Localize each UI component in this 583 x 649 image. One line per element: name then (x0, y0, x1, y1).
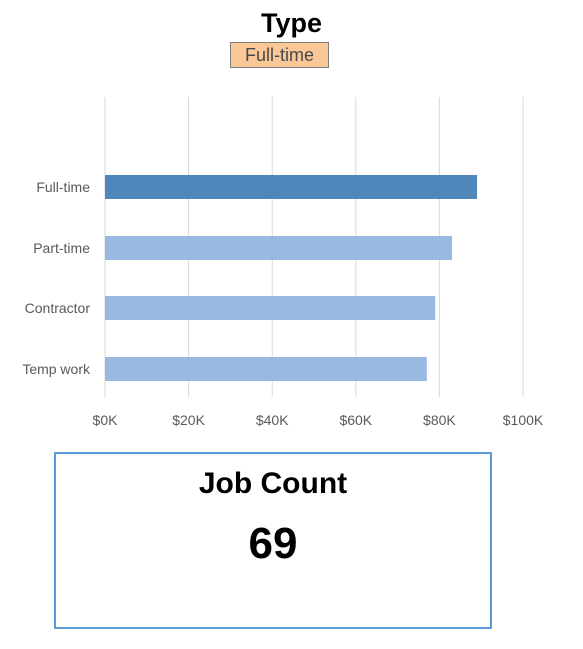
selected-filter-chip[interactable]: Full-time (230, 42, 329, 68)
bar (105, 296, 436, 320)
kpi-value: 69 (248, 519, 298, 568)
x-tick-label: $20K (172, 412, 205, 428)
x-tick-label: $80K (423, 412, 456, 428)
x-tick-label: $40K (256, 412, 289, 428)
kpi-title: Job Count (198, 467, 348, 500)
category-label: Temp work (22, 361, 91, 377)
x-tick-label: $0K (93, 412, 119, 428)
bar (105, 175, 478, 199)
bar (105, 357, 427, 381)
bar (105, 236, 452, 260)
x-tick-label: $60K (339, 412, 372, 428)
bar-chart: $0K $20K $40K $60K $80K $100K Full-time Part-ti… (22, 97, 544, 428)
category-label: Full-time (36, 179, 90, 195)
category-label: Part-time (33, 240, 90, 256)
chart-title: Type (260, 8, 322, 38)
x-tick-label: $100K (503, 412, 544, 428)
category-label: Contractor (25, 300, 91, 316)
job-count-card: Job Count 69 (54, 452, 492, 629)
